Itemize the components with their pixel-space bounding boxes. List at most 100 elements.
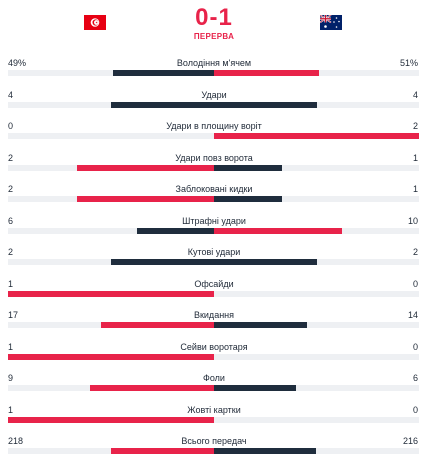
home-stat-value: 9 bbox=[8, 373, 14, 383]
home-stat-track bbox=[8, 196, 214, 202]
away-stat-value: 1 bbox=[412, 184, 418, 194]
stat-name: Сейви воротаря bbox=[180, 341, 248, 352]
away-stat-track bbox=[214, 353, 419, 360]
stat-row: 17 Вкидання 14 bbox=[0, 307, 428, 339]
away-stat-track bbox=[214, 322, 419, 328]
stat-row: 2 Кутові удари 2 bbox=[0, 244, 428, 276]
home-stat-bar bbox=[113, 70, 214, 76]
stat-name: Удари в площину воріт bbox=[166, 121, 262, 131]
match-header: 0-1 ПЕРЕРВА bbox=[0, 0, 428, 52]
stat-row: 4 Удари 4 bbox=[0, 87, 428, 119]
home-stat-bar bbox=[101, 322, 214, 328]
home-stat-value: 2 bbox=[8, 152, 14, 163]
away-stat-track bbox=[214, 259, 419, 265]
home-stat-value: 1 bbox=[8, 341, 14, 352]
home-stat-track bbox=[8, 290, 214, 297]
home-stat-bar bbox=[8, 416, 214, 423]
away-stat-bar bbox=[214, 70, 319, 76]
flag-tunisia-icon bbox=[84, 15, 106, 30]
stat-row: 1 Офсайди 0 bbox=[0, 276, 428, 308]
home-stat-value: 2 bbox=[8, 247, 14, 257]
match-status: ПЕРЕРВА bbox=[193, 32, 235, 41]
away-stat-bar bbox=[214, 227, 343, 234]
home-stat-track bbox=[8, 101, 214, 108]
away-stat-value: 10 bbox=[407, 215, 418, 226]
stat-row: 2 Заблоковані кидки 1 bbox=[0, 181, 428, 213]
home-stat-value: 1 bbox=[8, 404, 14, 415]
away-stat-value: 51% bbox=[399, 58, 418, 68]
flag-australia-icon bbox=[320, 15, 342, 30]
away-stat-value: 14 bbox=[407, 310, 418, 320]
home-stat-value: 218 bbox=[8, 436, 24, 446]
home-stat-bar bbox=[76, 164, 214, 171]
away-stat-track bbox=[214, 164, 419, 171]
away-stat-bar bbox=[214, 133, 419, 139]
stat-row: 2 Удари повз ворота 1 bbox=[0, 150, 428, 182]
home-stat-track bbox=[8, 416, 214, 423]
away-stat-track bbox=[214, 416, 419, 423]
away-stat-track bbox=[214, 448, 419, 454]
away-stat-track bbox=[214, 290, 419, 297]
home-stat-bar bbox=[8, 290, 214, 297]
away-stat-track bbox=[214, 385, 419, 391]
home-stat-bar bbox=[90, 385, 214, 391]
home-stat-track bbox=[8, 133, 214, 139]
away-stat-value: 6 bbox=[412, 373, 418, 383]
stat-row: 6 Штрафні удари 10 bbox=[0, 213, 428, 245]
home-stat-track bbox=[8, 164, 214, 171]
home-stat-value: 0 bbox=[8, 121, 14, 131]
away-stat-bar bbox=[214, 322, 307, 328]
home-stat-value: 6 bbox=[8, 215, 14, 226]
away-stat-track bbox=[214, 70, 419, 76]
away-stat-value: 1 bbox=[412, 152, 418, 163]
away-stat-track bbox=[214, 227, 419, 234]
away-stat-value: 2 bbox=[412, 121, 418, 131]
home-stat-bar bbox=[136, 227, 214, 234]
away-stat-bar bbox=[214, 164, 283, 171]
home-stat-track bbox=[8, 448, 214, 454]
stats-list: 49% Володіння м'ячем 51% 4 Удари 4 0 Удари в пл… bbox=[0, 55, 428, 465]
away-stat-value: 2 bbox=[412, 247, 418, 257]
stat-row: 1 Сейви воротаря 0 bbox=[0, 339, 428, 371]
home-stat-value: 2 bbox=[8, 184, 14, 194]
home-stat-value: 4 bbox=[8, 89, 14, 100]
away-stat-value: 0 bbox=[412, 404, 418, 415]
home-stat-bar bbox=[8, 353, 214, 360]
away-stat-bar bbox=[214, 259, 317, 265]
away-stat-bar bbox=[214, 196, 283, 202]
home-stat-value: 1 bbox=[8, 278, 14, 289]
home-stat-bar bbox=[111, 259, 214, 265]
away-stat-track bbox=[214, 133, 419, 139]
home-stat-track bbox=[8, 70, 214, 76]
home-stat-bar bbox=[110, 448, 214, 454]
stat-name: Володіння м'ячем bbox=[176, 58, 252, 68]
stat-name: Вкидання bbox=[193, 310, 235, 320]
home-stat-track bbox=[8, 353, 214, 360]
stat-row: 1 Жовті картки 0 bbox=[0, 402, 428, 434]
stat-row: 9 Фоли 6 bbox=[0, 370, 428, 402]
away-stat-value: 4 bbox=[412, 89, 418, 100]
stat-name: Заблоковані кидки bbox=[175, 184, 253, 194]
stat-row: 0 Удари в площину воріт 2 bbox=[0, 118, 428, 150]
home-stat-track bbox=[8, 385, 214, 391]
home-stat-track bbox=[8, 259, 214, 265]
home-stat-value: 17 bbox=[8, 310, 19, 320]
match-score: 0-1 bbox=[195, 4, 233, 31]
home-stat-track bbox=[8, 322, 214, 328]
away-stat-track bbox=[214, 101, 419, 108]
home-stat-bar bbox=[76, 196, 214, 202]
away-stat-bar bbox=[214, 101, 317, 108]
home-stat-value: 49% bbox=[8, 58, 27, 68]
home-stat-bar bbox=[111, 101, 214, 108]
stat-name: Фоли bbox=[203, 373, 225, 383]
stat-row: 218 Всього передач 216 bbox=[0, 433, 428, 465]
stat-name: Всього передач bbox=[181, 436, 247, 446]
stat-name: Удари bbox=[201, 89, 227, 100]
stat-row: 49% Володіння м'ячем 51% bbox=[0, 55, 428, 87]
away-stat-bar bbox=[214, 385, 296, 391]
stat-name: Офсайди bbox=[194, 278, 234, 289]
stat-name: Жовті картки bbox=[187, 404, 241, 415]
away-stat-value: 216 bbox=[402, 436, 418, 446]
stat-name: Штрафні удари bbox=[182, 215, 246, 226]
away-stat-bar bbox=[214, 448, 316, 454]
